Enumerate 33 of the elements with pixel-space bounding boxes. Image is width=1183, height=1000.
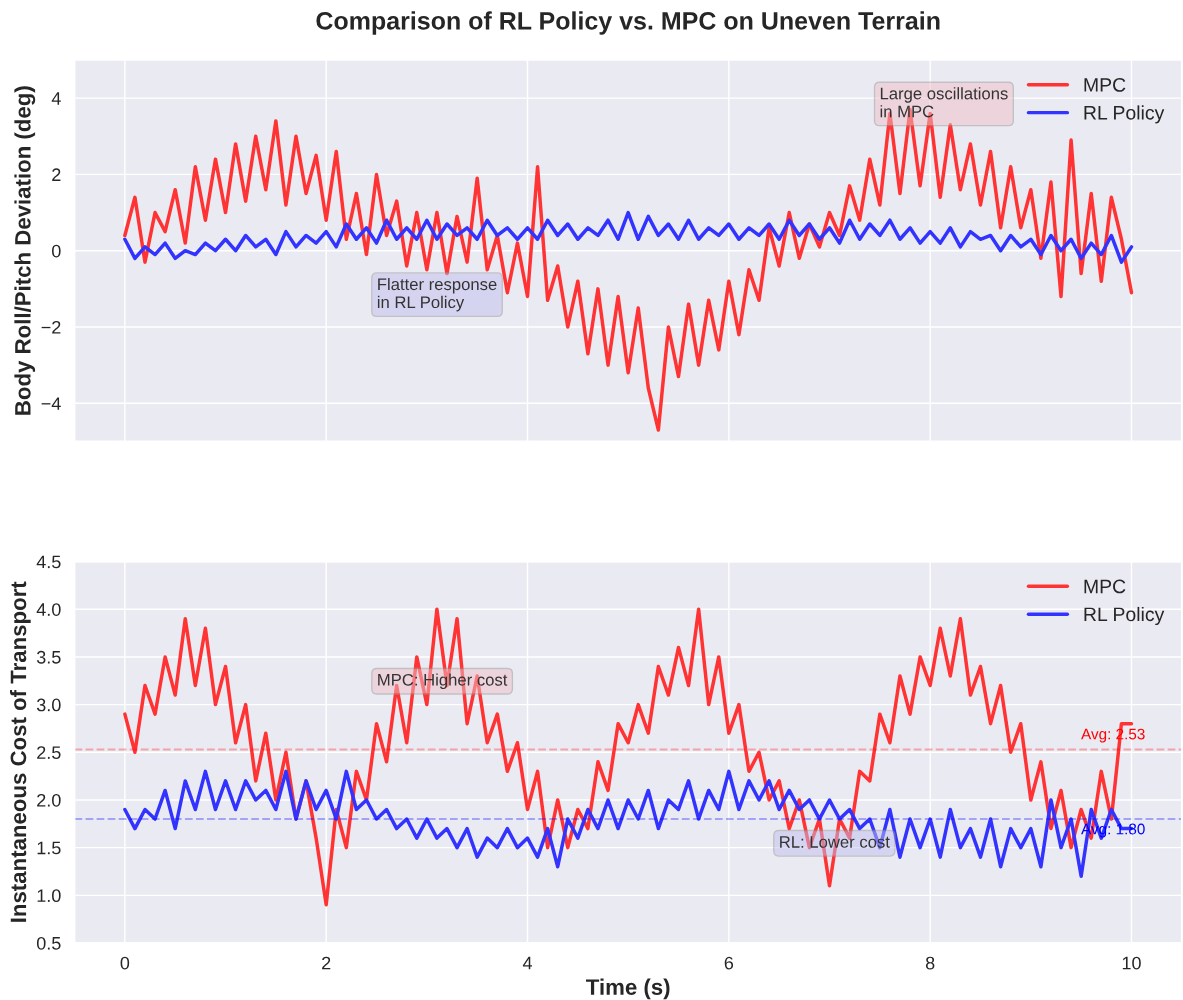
x-tick-label: 0 (120, 956, 130, 970)
legend-label: MPC (1084, 579, 1126, 594)
y-tick-label: 0 (52, 244, 61, 258)
y-tick-label: −2 (41, 320, 61, 334)
y-tick-label: −4 (41, 397, 61, 410)
line-series (123, 210, 1134, 264)
x-axis-title: Time (s) (586, 978, 670, 1000)
y-axis-title: Body Roll/Pitch Deviation (deg) (14, 86, 36, 415)
y-tick-label: 2 (52, 168, 61, 181)
y-tick-label: 0.5 (36, 936, 61, 950)
annotation: Flatter response in RL Policy (377, 277, 497, 312)
annotation: MPC: Higher cost (378, 673, 508, 689)
y-tick-label: 1.0 (37, 889, 61, 903)
y-tick-label: 3.5 (36, 650, 61, 664)
y-tick-label: 4.0 (36, 603, 61, 616)
legend-label: RL Policy (1084, 105, 1165, 124)
x-tick-label: 10 (1122, 956, 1141, 970)
legend-label: RL Policy (1084, 606, 1165, 626)
y-tick-label: 2.5 (37, 746, 61, 760)
y-axis-title: Instantaneous Cost of Transport (9, 581, 31, 922)
y-tick-label: 4 (51, 92, 61, 105)
y-tick-label: 3.0 (36, 698, 61, 712)
annotation: Large oscillations in MPC (880, 87, 1008, 118)
x-tick-label: 4 (522, 956, 532, 970)
y-tick-label: 1.5 (37, 841, 61, 855)
y-tick-label: 2.0 (37, 793, 61, 807)
x-tick-label: 2 (322, 956, 331, 970)
x-tick-label: 8 (925, 956, 935, 970)
y-tick-label: 4.5 (36, 555, 61, 569)
legend-label: MPC (1084, 78, 1126, 92)
chart-title: Comparison of RL Policy vs. MPC on Uneven Terrain (316, 11, 940, 35)
x-tick-label: 6 (724, 956, 734, 970)
annotation: RL: Lower cost (780, 836, 890, 848)
